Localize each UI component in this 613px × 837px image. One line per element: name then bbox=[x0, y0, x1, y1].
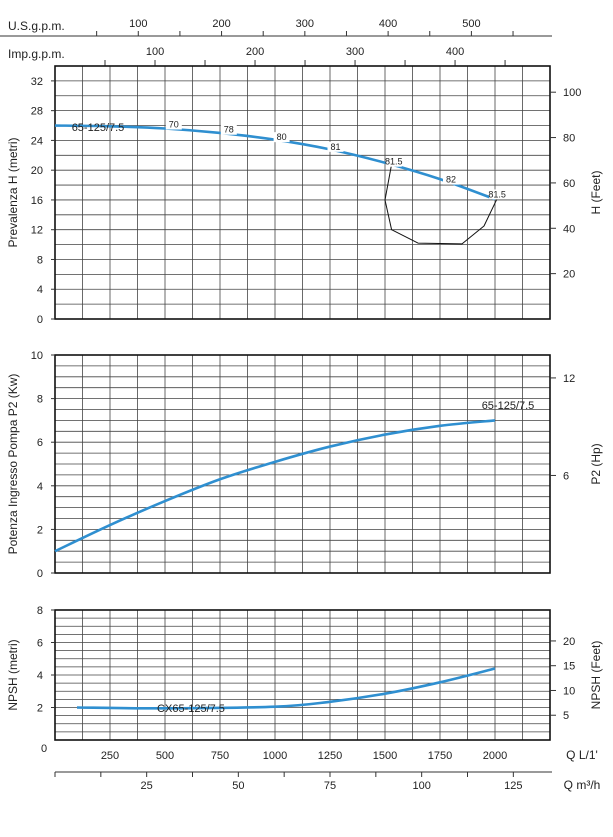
y-tick-label: 10 bbox=[31, 350, 43, 362]
m3h-tick-label: 125 bbox=[504, 780, 522, 792]
efficiency-label: 80 bbox=[277, 132, 287, 142]
y-tick-label: 12 bbox=[31, 225, 43, 237]
y2-tick-label: 100 bbox=[563, 87, 581, 99]
x-tick-label: 500 bbox=[156, 750, 174, 762]
y2-axis-label: H (Feet) bbox=[589, 170, 603, 214]
y2-tick-label: 40 bbox=[563, 223, 575, 235]
series-label-head: 65-125/7.5 bbox=[72, 122, 125, 134]
x-axis-label: Q L/1' bbox=[566, 748, 598, 762]
y-tick-label: 2 bbox=[37, 703, 43, 715]
x-tick-label: 1250 bbox=[318, 750, 342, 762]
x-tick-label: 0 bbox=[41, 743, 47, 755]
series-line-power bbox=[54, 419, 496, 553]
efficiency-label: 81 bbox=[330, 142, 340, 152]
y2-tick-label: 20 bbox=[563, 269, 575, 281]
efficiency-label-bg bbox=[273, 132, 290, 143]
x-tick-label: 1000 bbox=[263, 750, 287, 762]
y-tick-label: 8 bbox=[37, 254, 43, 266]
us-gpm-tick-label: 200 bbox=[212, 18, 230, 30]
y-tick-label: 20 bbox=[31, 165, 43, 177]
y-tick-label: 8 bbox=[37, 605, 43, 617]
y2-tick-label: 10 bbox=[563, 685, 575, 697]
efficiency-label: 81.5 bbox=[488, 189, 506, 199]
series-label-npsh: CX65-125/7.5 bbox=[157, 703, 225, 715]
series-line-npsh bbox=[76, 667, 496, 710]
panel-head bbox=[51, 65, 556, 320]
x-tick-label: 250 bbox=[101, 750, 119, 762]
y2-tick-label: 6 bbox=[563, 470, 569, 482]
us-gpm-tick-label: 400 bbox=[379, 18, 397, 30]
y-axis-label: NPSH (metri) bbox=[6, 639, 20, 710]
x-tick-label: 750 bbox=[211, 750, 229, 762]
panel-frame bbox=[54, 354, 551, 574]
y-tick-label: 8 bbox=[37, 394, 43, 406]
x2-axis-label: Q m³/h bbox=[564, 778, 601, 792]
y-tick-label: 0 bbox=[37, 314, 43, 326]
imp-gpm-axis-label: Imp.g.p.m. bbox=[8, 47, 65, 61]
y-tick-label: 6 bbox=[37, 638, 43, 650]
y2-tick-label: 15 bbox=[563, 661, 575, 673]
x-tick-label: 1750 bbox=[428, 750, 452, 762]
efficiency-label: 70 bbox=[169, 120, 179, 130]
efficiency-label: 82 bbox=[446, 175, 456, 185]
y2-tick-label: 20 bbox=[563, 636, 575, 648]
y2-tick-label: 12 bbox=[563, 373, 575, 385]
us-gpm-tick-label: 300 bbox=[296, 18, 314, 30]
panel-frame bbox=[54, 65, 551, 320]
y-tick-label: 6 bbox=[37, 437, 43, 449]
y-tick-label: 4 bbox=[37, 481, 43, 493]
y-tick-label: 28 bbox=[31, 106, 43, 118]
y-tick-label: 24 bbox=[31, 135, 43, 147]
efficiency-label-bg bbox=[385, 156, 402, 167]
y2-axis-label: NPSH (Feet) bbox=[589, 641, 603, 710]
x-tick-label: 2000 bbox=[483, 750, 507, 762]
efficiency-label-bg bbox=[327, 141, 344, 152]
imp-gpm-tick-label: 300 bbox=[346, 46, 364, 58]
efficiency-label-bg bbox=[165, 119, 182, 130]
m3h-tick-label: 75 bbox=[324, 780, 336, 792]
efficiency-loop-line bbox=[384, 164, 498, 245]
efficiency-label-bg bbox=[443, 174, 459, 185]
y-axis-label: Prevalenza H (metri) bbox=[6, 137, 20, 247]
y2-tick-label: 60 bbox=[563, 178, 575, 190]
m3h-tick-label: 100 bbox=[412, 780, 430, 792]
y-tick-label: 16 bbox=[31, 195, 43, 207]
us-gpm-tick-label: 500 bbox=[462, 18, 480, 30]
y2-tick-label: 5 bbox=[563, 710, 569, 722]
y-tick-label: 32 bbox=[31, 76, 43, 88]
y-tick-label: 4 bbox=[37, 670, 43, 682]
m3h-tick-label: 25 bbox=[141, 780, 153, 792]
us-gpm-axis-label: U.S.g.p.m. bbox=[8, 19, 65, 33]
y2-tick-label: 80 bbox=[563, 133, 575, 145]
y-tick-label: 2 bbox=[37, 524, 43, 536]
imp-gpm-tick-label: 400 bbox=[446, 46, 464, 58]
imp-gpm-tick-label: 200 bbox=[246, 46, 264, 58]
us-gpm-tick-label: 100 bbox=[129, 18, 147, 30]
m3h-tick-label: 50 bbox=[232, 780, 244, 792]
imp-gpm-tick-label: 100 bbox=[146, 46, 164, 58]
efficiency-label-bg bbox=[220, 124, 237, 135]
y2-axis-label: P2 (Hp) bbox=[589, 443, 603, 484]
panel-npsh bbox=[51, 609, 556, 741]
efficiency-label: 81.5 bbox=[385, 157, 403, 167]
series-label-power: 65-125/7.5 bbox=[482, 400, 535, 412]
y-tick-label: 4 bbox=[37, 284, 43, 296]
panel-power bbox=[51, 354, 556, 574]
y-tick-label: 0 bbox=[37, 568, 43, 580]
y-axis-label: Potenza Ingresso Pompa P2 (Kw) bbox=[6, 374, 20, 555]
efficiency-label: 78 bbox=[224, 125, 234, 135]
x-tick-label: 1500 bbox=[373, 750, 397, 762]
efficiency-label-bg bbox=[489, 189, 506, 200]
